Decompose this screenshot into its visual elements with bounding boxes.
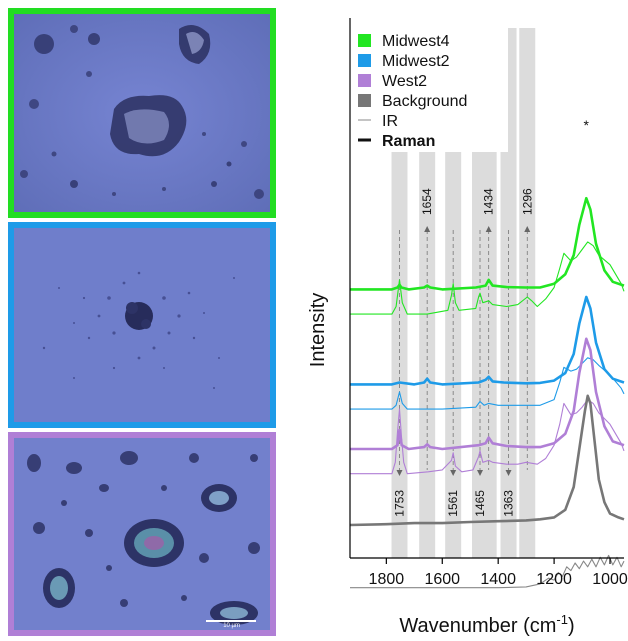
- x-axis-label: Wavenumber (cm-1): [399, 612, 574, 637]
- series-west2-ir: [350, 399, 625, 475]
- micrograph-midwest4: [8, 8, 276, 218]
- legend-background: [352, 28, 508, 152]
- legend-label-midwest4: Midwest4: [382, 33, 450, 50]
- peak-marker: *: [584, 117, 590, 133]
- band-arrow-1654: [424, 226, 431, 232]
- band-arrow-1753: [396, 470, 403, 476]
- band-arrow-1561: [450, 470, 457, 476]
- series-midwest2-raman: [350, 295, 625, 386]
- band-label-1654: 1654: [420, 188, 434, 215]
- series-background-raman: [349, 394, 625, 527]
- series-midwest4-ir: [350, 241, 625, 315]
- band-arrow-1465: [477, 470, 484, 476]
- series-background-ir: [350, 554, 625, 589]
- x-tick-label: 1800: [369, 571, 405, 588]
- legend-label-ir: IR: [382, 113, 398, 130]
- band-arrow-1363: [505, 470, 512, 476]
- spectra-series: [349, 196, 625, 589]
- micrograph-image: [14, 228, 270, 422]
- x-axis-label-close: ): [568, 615, 575, 637]
- band-arrow-1296: [524, 226, 531, 232]
- micrograph-midwest2: [8, 222, 276, 428]
- legend-label-west2: West2: [382, 73, 427, 90]
- legend-label-midwest2: Midwest2: [382, 53, 450, 70]
- legend: Midwest4 Midwest2 West2 Background IR Raman: [352, 28, 508, 152]
- band-label-1465: 1465: [473, 490, 487, 517]
- band-label-1363: 1363: [502, 490, 516, 517]
- band-labels: 1753 1654 1561 1465 1434 1363 1296: [392, 188, 534, 517]
- legend-label-raman: Raman: [382, 133, 435, 150]
- legend-swatch-midwest4: [358, 34, 371, 47]
- band-label-1434: 1434: [482, 188, 496, 215]
- band-label-1753: 1753: [392, 490, 406, 517]
- band-label-1296: 1296: [520, 188, 534, 215]
- x-tick-label: 1200: [536, 571, 572, 588]
- legend-swatch-midwest2: [358, 54, 371, 67]
- legend-swatch-background: [358, 94, 371, 107]
- legend-label-background: Background: [382, 93, 467, 110]
- band-arrow-1434: [485, 226, 492, 232]
- scale-bar-label: 10 µm: [223, 623, 240, 629]
- x-axis-label-main: Wavenumber (cm: [399, 615, 556, 637]
- legend-swatch-west2: [358, 74, 371, 87]
- band-label-1561: 1561: [446, 490, 460, 517]
- x-tick-label: 1000: [592, 571, 628, 588]
- y-axis-label: Intensity: [307, 293, 329, 367]
- series-west2-raman: [350, 337, 625, 451]
- x-tick-label: 1600: [424, 571, 460, 588]
- micrograph-west2: 10 µm: [8, 432, 276, 636]
- micrograph-image: [14, 14, 270, 212]
- x-ticks: 1800 1600 1400 1200 1000: [369, 558, 628, 588]
- x-axis-label-sup: -1: [556, 612, 568, 627]
- x-tick-label: 1400: [480, 571, 516, 588]
- series-midwest4-raman: [350, 196, 625, 291]
- micrograph-image: [14, 438, 270, 630]
